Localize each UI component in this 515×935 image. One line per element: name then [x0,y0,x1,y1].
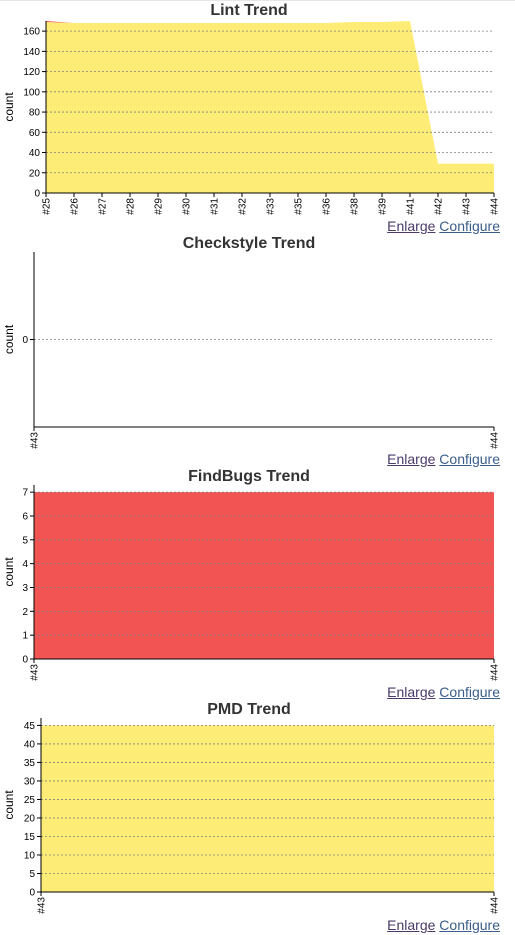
pmd-ytick-label-5: 5 [29,869,35,880]
lint-trend-panel: Lint Trend count 0 20 40 60 80 100 120 140 160 #25 #… [0,0,515,234]
checkstyle-y-axis-label: count [2,324,16,354]
lint-xtick-label-2: #27 [98,198,109,215]
lint-ytick-label-40: 40 [29,148,41,159]
pmd-y-axis-label: count [2,790,16,820]
checkstyle-xtick-label-0: #43 [30,432,41,449]
lint-xtick-label-14: #42 [434,198,445,215]
findbugs-ytick-label-4: 4 [22,559,28,570]
lint-ytick-label-120: 120 [23,67,40,78]
pmd-configure-link[interactable]: Configure [439,917,500,933]
pmd-xtick-label-0: #43 [37,897,48,914]
lint-links: Enlarge Configure [387,218,500,234]
pmd-ytick-label-25: 25 [24,795,36,806]
findbugs-ytick-label-0: 0 [22,655,28,666]
pmd-ytick-label-10: 10 [24,850,36,861]
checkstyle-enlarge-link[interactable]: Enlarge [387,451,436,467]
lint-xtick-label-15: #43 [462,198,473,215]
findbugs-ytick-label-7: 7 [22,488,28,499]
lint-xtick-label-16: #44 [490,198,501,215]
findbugs-ytick-label-5: 5 [22,535,28,546]
lint-configure-link[interactable]: Configure [439,218,500,234]
lint-xtick-label-0: #25 [42,198,53,215]
lint-xtick-label-4: #29 [154,198,165,215]
lint-ytick-label-100: 100 [23,87,40,98]
checkstyle-trend-panel: Checkstyle Trend count 0 #43 #44 Enlarge Con… [0,0,515,467]
findbugs-trend-chart[interactable]: FindBugs Trend count 0 1 2 3 4 5 6 7 #43 #44 [0,0,515,681]
lint-ytick-label-160: 160 [23,27,40,38]
checkstyle-links: Enlarge Configure [387,451,500,467]
pmd-ytick-label-35: 35 [24,758,36,769]
pmd-ytick-label-30: 30 [24,776,36,787]
lint-ytick-label-80: 80 [29,108,41,119]
top-divider [0,0,515,1]
findbugs-enlarge-link[interactable]: Enlarge [387,684,436,700]
pmd-chart-title: PMD Trend [207,701,291,718]
pmd-ytick-label-20: 20 [24,813,36,824]
findbugs-ytick-label-6: 6 [22,511,28,522]
lint-xtick-label-5: #30 [182,198,193,215]
lint-xtick-label-12: #39 [378,198,389,215]
checkstyle-configure-link[interactable]: Configure [439,451,500,467]
pmd-ytick-label-15: 15 [24,832,36,843]
lint-chart-title: Lint Trend [210,2,287,19]
checkstyle-xtick-label-1: #44 [490,432,501,449]
pmd-links: Enlarge Configure [387,917,500,933]
lint-ytick-label-60: 60 [29,128,41,139]
findbugs-ytick-label-3: 3 [22,583,28,594]
lint-y-axis-label: count [2,92,16,122]
pmd-ytick-label-0: 0 [29,888,35,899]
checkstyle-chart-title: Checkstyle Trend [183,235,316,252]
findbugs-y-axis-label: count [2,557,16,587]
lint-xtick-label-6: #31 [210,198,221,215]
lint-ytick-label-20: 20 [29,168,41,179]
lint-series-0-area [46,21,494,193]
findbugs-links: Enlarge Configure [387,684,500,700]
findbugs-ytick-label-2: 2 [22,607,28,618]
lint-trend-chart[interactable]: Lint Trend count 0 20 40 60 80 100 120 140 160 #25 #… [0,0,515,215]
checkstyle-ytick-label-0: 0 [22,335,28,346]
pmd-enlarge-link[interactable]: Enlarge [387,917,436,933]
pmd-ytick-label-40: 40 [24,739,36,750]
lint-xtick-label-10: #36 [322,198,333,215]
lint-ytick-label-0: 0 [34,189,40,200]
findbugs-chart-title: FindBugs Trend [188,468,310,485]
lint-xtick-label-9: #35 [294,198,305,215]
findbugs-trend-panel: FindBugs Trend count 0 1 2 3 4 5 6 7 #43 #44 Enlarg… [0,0,515,700]
lint-xtick-label-3: #28 [126,198,137,215]
lint-xtick-label-8: #33 [266,198,277,215]
findbugs-configure-link[interactable]: Configure [439,684,500,700]
lint-xtick-label-13: #41 [406,198,417,215]
pmd-xtick-label-1: #44 [490,897,501,914]
findbugs-series-0-area [34,492,494,659]
lint-xtick-label-11: #38 [350,198,361,215]
lint-xtick-label-1: #26 [70,198,81,215]
checkstyle-trend-chart[interactable]: Checkstyle Trend count 0 #43 #44 [0,0,515,449]
findbugs-ytick-label-1: 1 [22,631,28,642]
pmd-series-0-area [41,725,494,892]
findbugs-xtick-label-1: #44 [490,664,501,681]
pmd-ytick-label-45: 45 [24,721,36,732]
lint-ytick-label-140: 140 [23,47,40,58]
lint-xtick-label-7: #32 [238,198,249,215]
findbugs-xtick-label-0: #43 [30,664,41,681]
lint-enlarge-link[interactable]: Enlarge [387,218,436,234]
